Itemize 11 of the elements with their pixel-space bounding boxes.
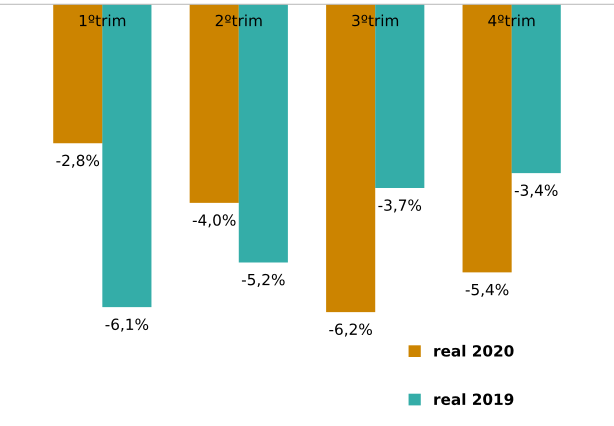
data-label: -4,0% <box>192 214 236 228</box>
legend-label: real 2020 <box>434 344 514 357</box>
data-label: -3,7% <box>378 199 422 212</box>
data-label: -6,2% <box>329 323 372 337</box>
data-label: -3,4% <box>514 184 558 198</box>
data-label: -5,2% <box>242 274 285 287</box>
data-label: -2,8% <box>56 154 100 168</box>
legend-label: real 2019 <box>434 393 514 406</box>
data-label: -6,1% <box>105 318 148 332</box>
x-tick-label: 2ºtrim <box>216 14 262 26</box>
data-label: -5,4% <box>466 284 508 297</box>
